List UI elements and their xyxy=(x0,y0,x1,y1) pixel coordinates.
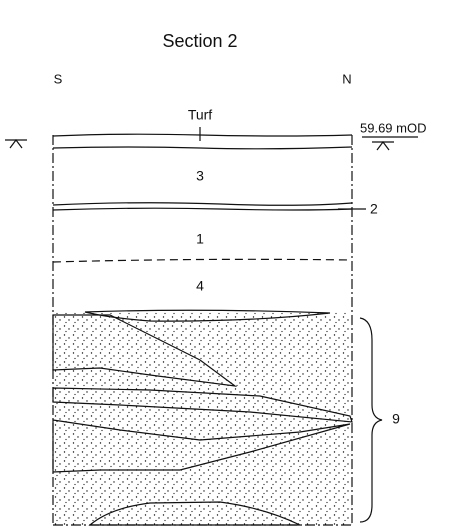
layer-label: 3 xyxy=(196,168,204,184)
turf-label: Turf xyxy=(188,107,212,123)
layer-label: 4 xyxy=(196,278,204,294)
layer-boundary xyxy=(52,207,353,211)
datum-symbol xyxy=(5,136,418,151)
layer-boundary xyxy=(52,133,353,137)
south-label: S xyxy=(54,71,63,86)
brace xyxy=(359,317,383,523)
title: Section 2 xyxy=(162,31,237,51)
layer-boundary xyxy=(52,146,353,150)
layer-boundary xyxy=(52,258,353,263)
layer-label: 1 xyxy=(196,231,204,247)
north-label: N xyxy=(342,71,351,86)
layer-boundary xyxy=(52,202,353,206)
datum-label: 59.69 mOD xyxy=(360,120,426,135)
layer-label: 9 xyxy=(392,411,400,427)
layer-label: 2 xyxy=(370,201,378,217)
gravel-layer xyxy=(52,309,353,526)
